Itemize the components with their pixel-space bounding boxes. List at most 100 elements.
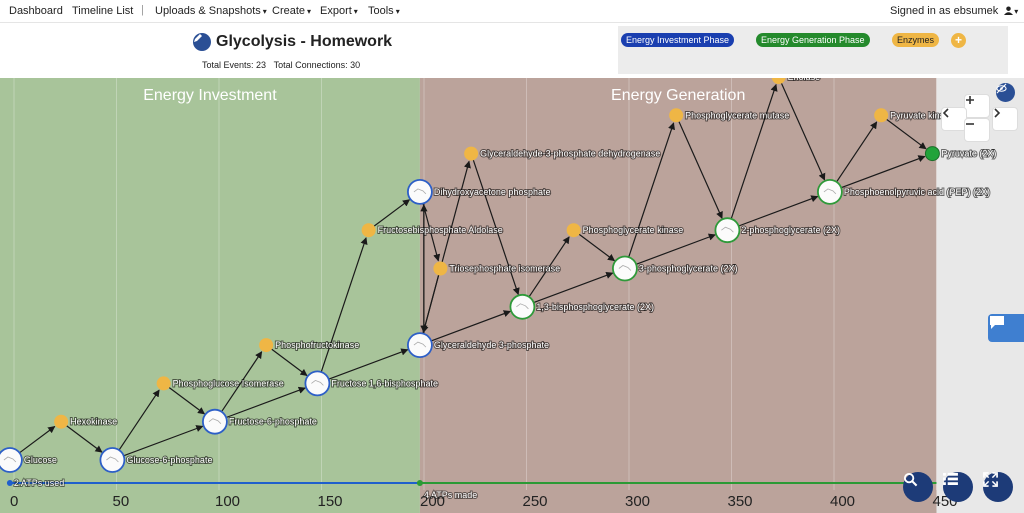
molecule-circle[interactable] bbox=[612, 255, 638, 282]
enzyme-node[interactable]: Phosphoglycerate mutase bbox=[669, 108, 790, 123]
axis-tick-label: 150 bbox=[318, 493, 343, 510]
nav-tools-menu[interactable]: Tools ▾ bbox=[368, 5, 400, 17]
connection-17[interactable] bbox=[430, 310, 511, 342]
user-menu[interactable]: Signed in as ebsumek ▾ bbox=[890, 5, 1018, 17]
connection-28[interactable] bbox=[886, 119, 927, 150]
enzyme-dot[interactable] bbox=[566, 223, 581, 238]
molecule-circle[interactable] bbox=[714, 217, 741, 244]
nav-dashboard-link[interactable]: Dashboard bbox=[9, 5, 63, 17]
connection-27[interactable] bbox=[836, 121, 878, 183]
connection-26[interactable] bbox=[738, 195, 819, 227]
connection-4[interactable] bbox=[123, 425, 204, 457]
enzyme-dot[interactable] bbox=[361, 223, 376, 238]
nav-create-menu[interactable]: Create ▾ bbox=[272, 5, 311, 17]
atp-used-label: 2 ATPs used bbox=[14, 478, 64, 488]
connection-24[interactable] bbox=[730, 83, 778, 220]
connection-25[interactable] bbox=[780, 83, 826, 181]
molecule-circle[interactable] bbox=[817, 179, 843, 205]
hide-eye-icon[interactable] bbox=[996, 83, 1015, 102]
connection-16[interactable] bbox=[472, 160, 520, 296]
enzyme-dot[interactable] bbox=[464, 146, 479, 161]
energy-investment-region bbox=[0, 78, 420, 513]
molecule-circle[interactable] bbox=[509, 293, 536, 320]
legend-energy-investment[interactable]: Energy Investment Phase bbox=[621, 33, 735, 47]
search-button[interactable] bbox=[903, 472, 933, 502]
list-view-button[interactable] bbox=[943, 472, 973, 502]
search-icon bbox=[903, 472, 918, 487]
node-label: Fructosebisphosphate Aldolase bbox=[378, 225, 503, 235]
timeline-svg[interactable]: Energy Investment Energy Generation Gluc… bbox=[0, 78, 1024, 513]
molecule-circle[interactable] bbox=[99, 447, 126, 473]
connection-29[interactable] bbox=[840, 155, 926, 189]
legend-enzymes[interactable]: Enzymes bbox=[892, 33, 940, 47]
timeline-canvas[interactable]: Energy Investment Energy Generation Gluc… bbox=[0, 78, 1024, 513]
molecule-circle[interactable] bbox=[406, 332, 433, 359]
enzyme-node[interactable]: Phosphoglucose Isomerase bbox=[156, 376, 285, 391]
legend-energy-generation[interactable]: Energy Generation Phase bbox=[756, 33, 870, 47]
fullscreen-button[interactable] bbox=[983, 472, 1013, 502]
connection-9[interactable] bbox=[373, 199, 411, 227]
connection-21[interactable] bbox=[628, 122, 675, 258]
enzyme-node[interactable]: Phosphofructokinase bbox=[259, 338, 360, 353]
nav-export-label: Export bbox=[320, 5, 352, 17]
molecule-node[interactable]: Pyruvate (2X) bbox=[924, 146, 997, 162]
connection-0[interactable] bbox=[19, 426, 56, 454]
molecule-node[interactable]: 3-phosphoglycerate (2X) bbox=[612, 255, 738, 282]
molecule-circle[interactable] bbox=[406, 179, 433, 205]
enzyme-node[interactable]: Pyruvate kinase bbox=[874, 108, 955, 123]
nav-uploads-menu[interactable]: Uploads & Snapshots ▾ bbox=[155, 5, 267, 17]
connection-3[interactable] bbox=[168, 387, 206, 415]
enzyme-dot[interactable] bbox=[874, 108, 889, 123]
connection-1[interactable] bbox=[66, 425, 103, 453]
structure-thumbnail bbox=[413, 188, 427, 195]
molecule-node[interactable]: Glucose bbox=[0, 447, 58, 473]
molecule-node[interactable]: Dihydroxyacetone phosphate bbox=[406, 179, 551, 205]
add-legend-button[interactable]: + bbox=[951, 33, 966, 48]
connection-23[interactable] bbox=[635, 233, 716, 265]
molecule-node[interactable]: Fructose 1,6-bisphosphate bbox=[304, 370, 439, 397]
nav-export-menu[interactable]: Export ▾ bbox=[320, 5, 358, 17]
molecule-circle[interactable] bbox=[0, 447, 23, 473]
pan-right-button[interactable] bbox=[992, 107, 1018, 131]
connection-22[interactable] bbox=[678, 121, 723, 219]
enzyme-node[interactable]: Triosephosphate isomerase bbox=[433, 261, 561, 276]
connection-20[interactable] bbox=[533, 271, 614, 304]
molecule-node[interactable]: 2-phosphoglycerate (2X) bbox=[714, 217, 841, 244]
axis-tick-label: 0 bbox=[10, 493, 18, 510]
enzyme-node[interactable]: Enolase bbox=[771, 78, 821, 84]
connection-15[interactable] bbox=[422, 160, 471, 334]
enzyme-dot[interactable] bbox=[669, 108, 684, 123]
enzyme-node[interactable]: Glyceraldehyde-3-phosphate dehydrogenase bbox=[464, 146, 661, 161]
molecule-node[interactable]: Glyceraldehyde 3-phosphate bbox=[406, 332, 550, 359]
molecule-circle[interactable] bbox=[201, 408, 228, 435]
molecule-node[interactable]: 1,3-bisphosphoglycerate (2X) bbox=[509, 293, 655, 320]
enzyme-dot[interactable] bbox=[433, 261, 448, 276]
nav-timeline-list-link[interactable]: Timeline List bbox=[72, 5, 134, 17]
enzyme-dot[interactable] bbox=[771, 78, 786, 84]
molecule-node[interactable]: Fructose-6-phosphate bbox=[201, 408, 318, 435]
connection-2[interactable] bbox=[118, 389, 160, 451]
zoom-in-button[interactable] bbox=[964, 94, 990, 118]
enzyme-node[interactable]: Phosphoglycerate kinase bbox=[566, 223, 684, 238]
connection-7[interactable] bbox=[225, 386, 306, 419]
connection-6[interactable] bbox=[271, 348, 308, 377]
molecule-node[interactable]: Glucose-6-phosphate bbox=[99, 447, 213, 473]
connection-18[interactable] bbox=[528, 236, 570, 298]
zoom-out-button[interactable] bbox=[964, 118, 990, 142]
pencil-icon[interactable] bbox=[193, 33, 211, 51]
enzyme-node[interactable]: Fructosebisphosphate Aldolase bbox=[361, 223, 504, 238]
connection-13[interactable] bbox=[422, 203, 441, 262]
connection-10[interactable] bbox=[328, 348, 409, 380]
molecule-circle[interactable] bbox=[304, 370, 331, 397]
molecule-node[interactable]: Phosphoenolpyruvic acid (PEP) (2X) bbox=[817, 179, 991, 205]
enzyme-node[interactable]: Hexokinase bbox=[54, 414, 118, 429]
enzyme-dot[interactable] bbox=[54, 414, 69, 429]
enzyme-dot[interactable] bbox=[259, 338, 274, 353]
final-molecule-dot[interactable] bbox=[924, 146, 940, 162]
connection-19[interactable] bbox=[578, 233, 616, 262]
enzyme-dot[interactable] bbox=[156, 376, 171, 391]
chat-button[interactable] bbox=[988, 314, 1024, 342]
connection-5[interactable] bbox=[221, 351, 263, 413]
node-label: Hexokinase bbox=[70, 417, 117, 427]
connection-8[interactable] bbox=[320, 237, 368, 373]
